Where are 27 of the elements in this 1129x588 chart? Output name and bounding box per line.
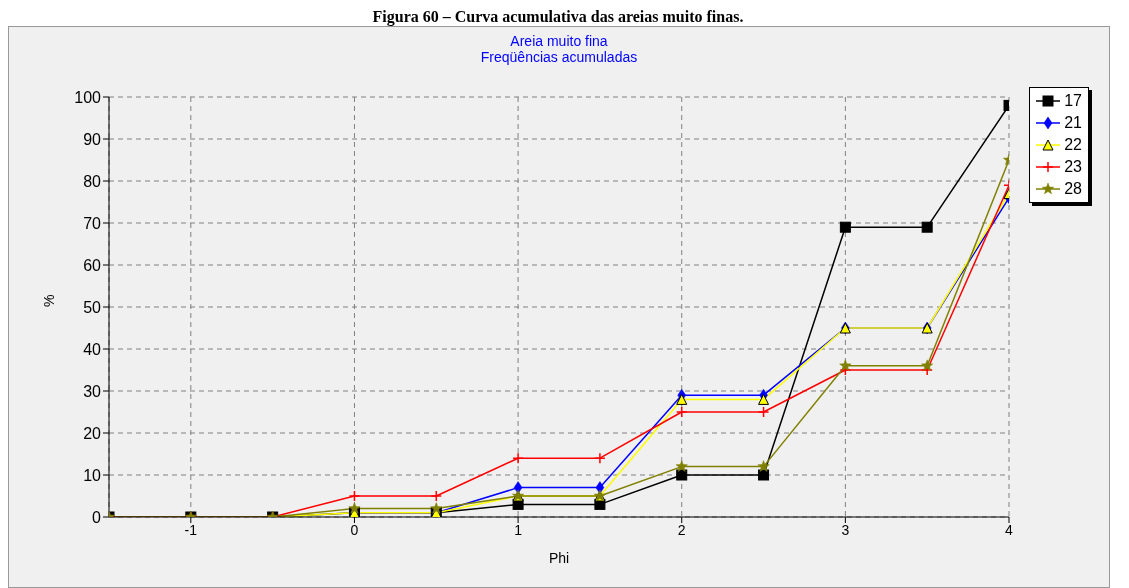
y-tick-label: 80 xyxy=(83,172,102,190)
y-tick-label: 50 xyxy=(83,298,102,316)
y-tick-label: 60 xyxy=(83,256,102,274)
y-tick-label: 10 xyxy=(83,466,102,484)
x-tick-label: 0 xyxy=(350,521,359,538)
text: Figura 60 – Curva acumulativa das areias muito finas. xyxy=(371,8,745,26)
x-tick-label: 2 xyxy=(677,521,686,538)
y-tick-label: 100 xyxy=(74,88,102,106)
y-tick-label: 90 xyxy=(83,130,102,148)
x-axis-title: Phi xyxy=(548,550,570,566)
y-tick-label: 20 xyxy=(83,424,102,442)
legend-label: 23 xyxy=(1064,158,1082,176)
y-tick-label: 70 xyxy=(83,214,102,232)
x-tick-label: 1 xyxy=(514,521,523,538)
legend-label: 28 xyxy=(1064,180,1082,198)
y-tick-label: 40 xyxy=(83,340,102,358)
chart-title: Areia muito fina xyxy=(509,33,609,49)
legend-label: 21 xyxy=(1064,114,1082,132)
legend-label: 22 xyxy=(1064,136,1082,154)
y-tick-label: 30 xyxy=(83,382,102,400)
x-tick-label: 3 xyxy=(841,521,850,538)
x-tick-label: 4 xyxy=(1005,521,1014,538)
x-tick-label: -1 xyxy=(184,521,198,538)
legend-label: 17 xyxy=(1064,92,1082,110)
chart-subtitle: Freqüências acumuladas xyxy=(479,49,639,65)
y-tick-label: 0 xyxy=(92,508,102,526)
y-axis-title: % xyxy=(40,294,57,307)
